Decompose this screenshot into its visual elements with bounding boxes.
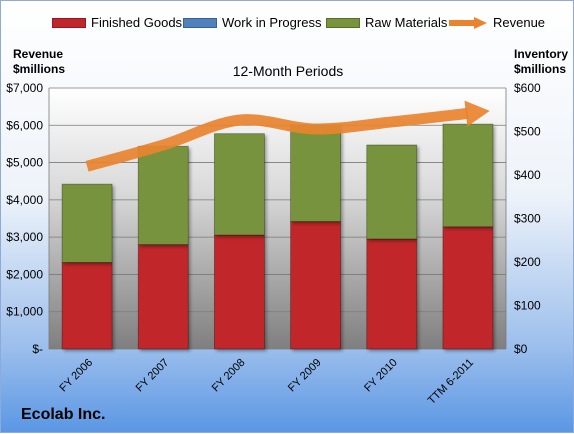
- x-tick-label: TTM 6-2011: [426, 357, 476, 407]
- legend-swatch: [326, 17, 360, 28]
- legend-swatch: [52, 17, 86, 28]
- right-tick-label: $0: [514, 342, 528, 356]
- bar-raw-materials: [366, 144, 418, 240]
- revenue-arrowhead: [464, 100, 490, 127]
- bar-finished-goods: [61, 262, 113, 350]
- left-tick-label: $1,000: [6, 305, 43, 319]
- left-axis-title-line-2: $millions: [13, 62, 66, 76]
- legend-swatch: [183, 17, 217, 28]
- chart-title: 12-Month Periods: [232, 63, 344, 79]
- right-tick-label: $400: [514, 168, 541, 182]
- bar-raw-materials: [137, 145, 189, 245]
- x-tick-label: FY 2008: [210, 357, 248, 395]
- bar-finished-goods: [137, 244, 189, 350]
- x-tick-label: FY 2010: [362, 357, 400, 395]
- legend-item: Work in Progress: [183, 15, 321, 30]
- legend-label: Work in Progress: [222, 15, 322, 30]
- legend-label: Revenue: [493, 15, 546, 30]
- plot-background: [49, 88, 506, 349]
- left-axis-title-line-1: Revenue: [13, 47, 64, 61]
- left-tick-label: $3,000: [6, 230, 43, 244]
- company-name: Ecolab Inc.: [21, 406, 106, 423]
- right-axis-title: Inventory $millions: [514, 47, 568, 77]
- left-tick-label: $7,000: [6, 81, 43, 95]
- right-tick-label: $300: [514, 212, 541, 226]
- legend-label: Finished Goods: [91, 15, 183, 30]
- legend-arrow-icon: [449, 16, 487, 29]
- right-axis-title-line-1: Inventory: [514, 47, 569, 61]
- bar-finished-goods: [214, 234, 265, 350]
- legend-label: Raw Materials: [365, 15, 448, 30]
- bar-finished-goods: [442, 226, 494, 350]
- revenue-line: [85, 107, 469, 172]
- legend-item: Raw Materials: [326, 15, 447, 30]
- right-axis-title-line-2: $millions: [514, 62, 567, 76]
- legend: Finished Goods Work in Progress Raw Materi…: [1, 15, 574, 35]
- left-tick-label: $4,000: [6, 193, 43, 207]
- x-tick-label: FY 2006: [57, 357, 95, 395]
- bar-finished-goods: [366, 238, 418, 350]
- left-tick-label: $6,000: [6, 118, 43, 132]
- right-tick-label: $100: [514, 299, 541, 313]
- legend-item: Finished Goods: [52, 15, 182, 30]
- left-tick-label: $-: [32, 342, 43, 356]
- bar-raw-materials: [290, 124, 341, 222]
- x-tick-label: FY 2007: [134, 357, 172, 395]
- right-tick-label: $500: [514, 125, 541, 139]
- bar-raw-materials: [61, 183, 113, 263]
- x-tick-label: FY 2009: [286, 357, 324, 395]
- right-tick-label: $200: [514, 255, 541, 269]
- right-tick-label: $600: [514, 81, 541, 95]
- left-tick-label: $2,000: [6, 267, 43, 281]
- bar-raw-materials: [442, 123, 494, 228]
- bar-finished-goods: [290, 221, 341, 350]
- left-axis-title: Revenue $millions: [13, 47, 65, 77]
- left-tick-label: $5,000: [6, 156, 43, 170]
- bar-raw-materials: [214, 133, 265, 236]
- legend-item: Revenue: [448, 15, 545, 30]
